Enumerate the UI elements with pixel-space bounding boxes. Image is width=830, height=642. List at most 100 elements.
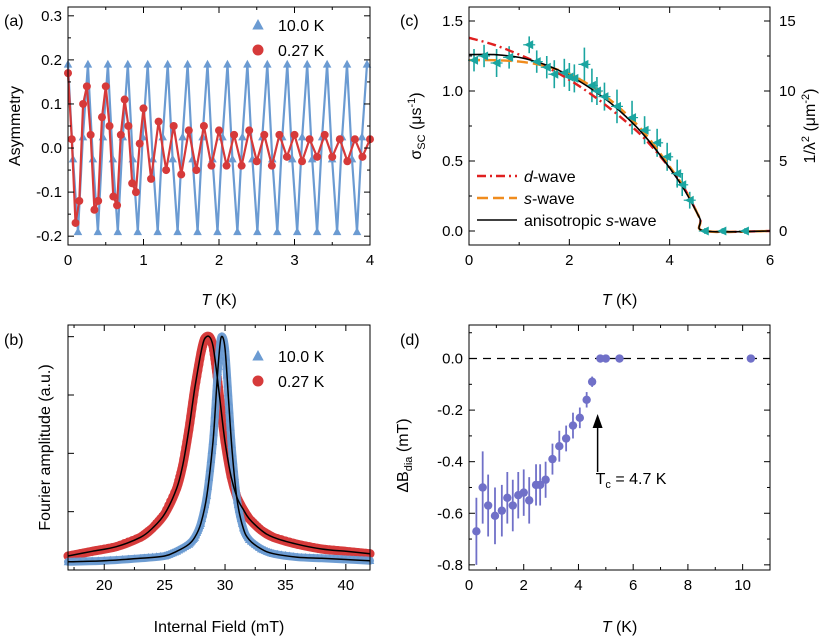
series-027K-point [116, 130, 125, 139]
y-right-axis-label-unit: (μm [802, 104, 819, 136]
series-10K-point [113, 227, 123, 236]
series-10K-point [352, 227, 362, 236]
y-axis-label: σSC (μs-1) [406, 92, 428, 159]
y-right-tick-label: 5 [779, 153, 787, 170]
data-point [586, 80, 596, 90]
x-tick-label: 2 [520, 577, 528, 594]
series-027K-point [124, 122, 133, 130]
series-10K-point [322, 59, 332, 68]
y-axis-label-subscript: dia [403, 456, 415, 472]
data-point [627, 113, 637, 123]
series-10K-point [178, 132, 187, 141]
legend-027K-label: 0.27 K [278, 374, 325, 391]
x-tick-label: 25 [156, 577, 173, 594]
series-10K-point [253, 227, 262, 236]
series-027K-point [105, 122, 114, 130]
y-tick-label: 0.0 [442, 351, 463, 368]
data-point [746, 354, 756, 363]
series-10K-point [357, 132, 367, 141]
x-tick-label: 0 [64, 252, 72, 269]
x-axis-label: T (K) [201, 292, 237, 309]
data-point [483, 501, 493, 510]
series-10K-point [273, 227, 282, 236]
series-027K-point [237, 161, 246, 170]
y-tick-label: 0.1 [41, 96, 62, 113]
x-tick-label: 6 [766, 252, 774, 269]
series-10K-point [287, 154, 297, 163]
data-point [478, 483, 487, 492]
y-right-tick-label: 10 [779, 83, 796, 100]
tc-annotation-symbol: T [596, 471, 606, 488]
data-point [524, 40, 534, 50]
series-027K-point [169, 122, 178, 130]
data-point [611, 101, 621, 111]
y-right-axis-label-superscript2: -2 [800, 94, 812, 104]
data-point [503, 493, 512, 502]
y-tick-label: 1.0 [442, 83, 463, 100]
legend-10K-marker [252, 350, 264, 361]
data-point [490, 511, 500, 521]
legend-10K-label: 10.0 K [278, 18, 325, 35]
panel-label: (a) [4, 13, 24, 30]
y-axis-label-unit: (μs [408, 107, 425, 134]
data-point [579, 59, 589, 69]
data-point [575, 413, 585, 423]
series-027K-point [252, 157, 261, 166]
series-027K-fit [67, 335, 371, 557]
series-027K-point [131, 188, 140, 197]
series-10K-point [292, 227, 302, 236]
fit-d-wave-curve [468, 36, 771, 234]
series-027K-point [313, 152, 322, 161]
series-10K-point [362, 59, 372, 68]
x-axis-label-symbol: T [602, 292, 613, 309]
fit-s-wave-curve [468, 58, 771, 234]
series-027K-point [154, 117, 163, 126]
data-point [548, 454, 557, 464]
legend-027K-marker [252, 44, 264, 56]
y-tick-label: -0.4 [437, 454, 463, 471]
tc-annotation-value: = 4.7 K [611, 471, 667, 488]
series-027K-point [120, 95, 129, 104]
x-tick-label: 8 [684, 577, 692, 594]
series-027K-point [343, 157, 352, 166]
series-10K-point [233, 227, 242, 236]
series-027K-point [335, 135, 344, 144]
y-right-axis-label-close: ) [802, 89, 819, 94]
x-tick-label: 30 [217, 577, 234, 594]
legend-label: s-wave [524, 191, 575, 208]
data-point [717, 226, 727, 236]
x-tick-label: 0 [465, 577, 473, 594]
data-point [582, 395, 591, 404]
series-027K-point [109, 192, 118, 201]
panel-b: 20 25 30 35 40 Internal Field (mT) Fourier amp… [4, 324, 375, 636]
panel-d: 0 2 4 6 8 10 -0.8 -0.6 -0.4 -0.2 0.0 T (K) ΔBdia (mT… [395, 324, 771, 636]
series-10K-point [163, 59, 172, 68]
y-tick-label: 0.0 [41, 140, 62, 157]
y-right-tick-label: 15 [779, 13, 796, 30]
data-point [549, 69, 559, 79]
series-027K-point [230, 130, 239, 139]
x-tick-label: 35 [277, 577, 294, 594]
series-10K-point [238, 132, 247, 141]
series-027K-point [90, 205, 99, 214]
series-10K-point [312, 227, 322, 236]
y-tick-label: -0.2 [437, 402, 463, 419]
x-tick-label: 1 [139, 252, 147, 269]
legend-027K-marker [252, 375, 264, 387]
y-tick-label: -0.2 [36, 228, 62, 245]
y-tick-label: 0.3 [41, 8, 62, 25]
series-10K-point [173, 227, 182, 236]
data-point [662, 152, 672, 162]
x-tick-label: 6 [629, 577, 637, 594]
panel-label: (b) [4, 332, 24, 349]
series-10K-point [213, 227, 222, 236]
x-axis-label-unit: (K) [612, 292, 638, 309]
series-027K-point [320, 130, 329, 139]
legend-label-italic: d [524, 169, 534, 186]
x-tick-label: 4 [665, 252, 673, 269]
plot-frame [67, 324, 371, 571]
legend-10K-label: 10.0 K [278, 349, 325, 366]
data-point [739, 226, 749, 236]
series-10K-point [302, 59, 312, 68]
